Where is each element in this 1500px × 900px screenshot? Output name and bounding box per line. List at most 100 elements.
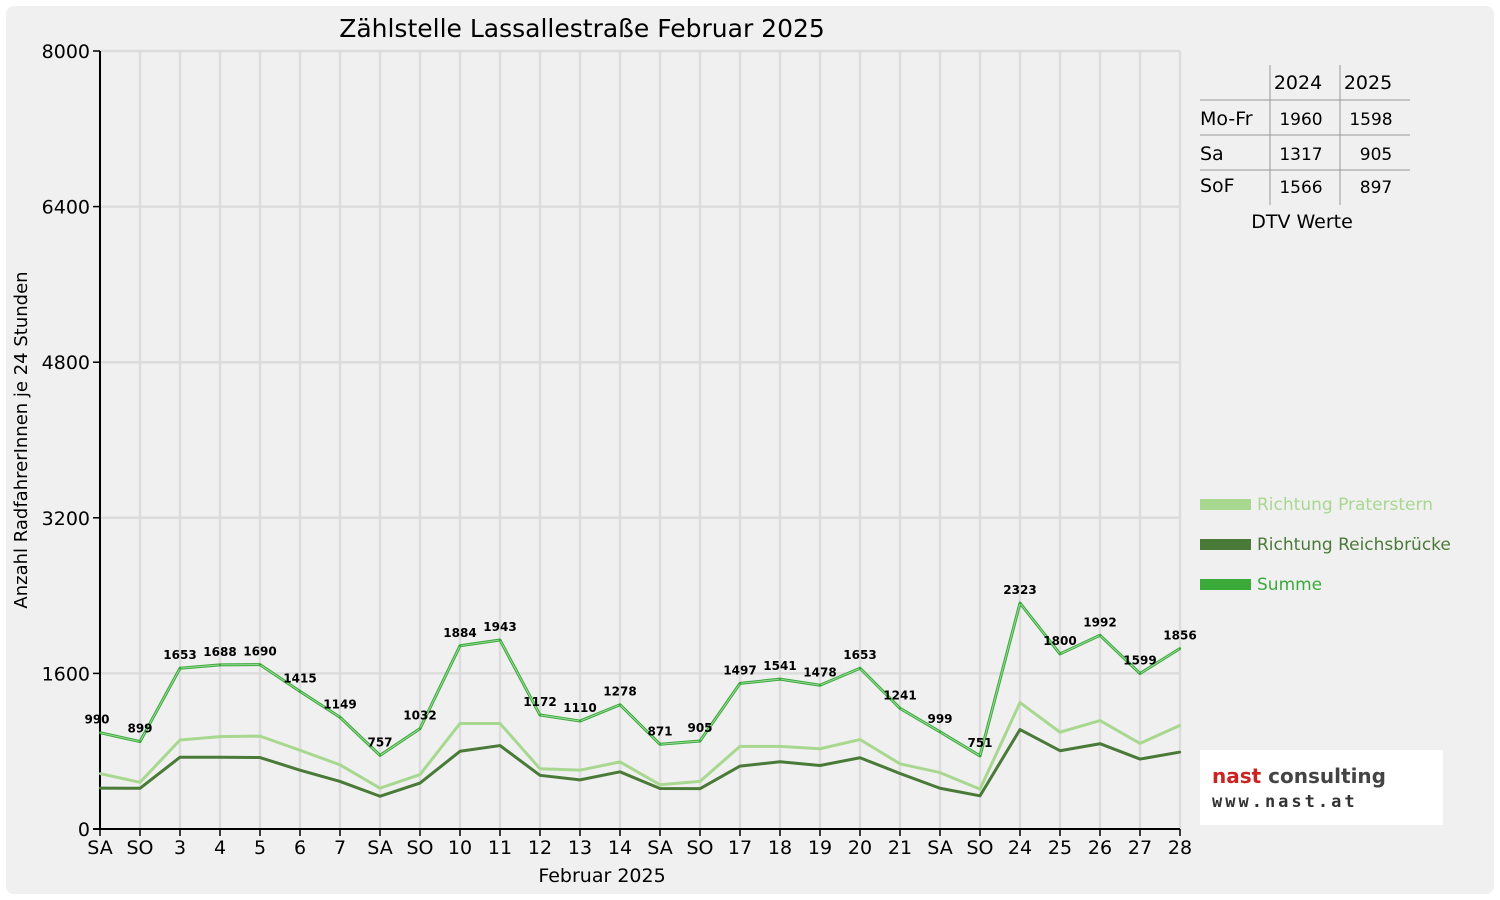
data-label: 1278 (603, 685, 636, 699)
y-tick-label: 8000 (42, 41, 90, 63)
data-label: 990 (84, 713, 109, 727)
data-label: 871 (647, 724, 672, 738)
x-axis-label: Februar 2025 (538, 865, 665, 887)
series-1 (98, 728, 1182, 798)
data-point (778, 677, 782, 681)
data-point (738, 745, 742, 748)
dtv-caption: DTV Werte (1251, 211, 1353, 233)
chart-title: Zählstelle Lassallestraße Februar 2025 (339, 14, 825, 43)
x-tick-label: SO (406, 837, 433, 859)
y-tick-label: 0 (78, 819, 90, 841)
data-point (858, 667, 862, 670)
logo-url: www.nast.at (1212, 792, 1358, 812)
axes: 0 1600 3200 4800 6400 8000 SA SO 3 4 5 6 7 SA SO 10 11 12… (42, 41, 1192, 859)
dtv-value: 1960 (1279, 110, 1322, 130)
data-point (1178, 724, 1182, 727)
x-tick-label: 26 (1088, 837, 1112, 859)
data-point (578, 719, 582, 723)
x-tick-label: 27 (1128, 837, 1152, 859)
dtv-table: 2024 2025 Mo-Fr 1960 1598 Sa 1317 905 So… (1200, 65, 1410, 233)
data-point (378, 795, 382, 798)
data-point (698, 780, 702, 783)
legend-swatch-reichsbruecke (1200, 539, 1251, 550)
dtv-value: 1317 (1279, 145, 1322, 165)
data-point (418, 773, 422, 776)
data-label: 1653 (163, 648, 196, 662)
data-point (338, 780, 342, 783)
x-tick-label: SA (927, 837, 952, 859)
data-label: 1992 (1083, 615, 1116, 629)
data-point (98, 786, 102, 790)
data-label: 2323 (1003, 583, 1036, 597)
data-point (538, 767, 542, 770)
data-point (1058, 731, 1062, 734)
data-label: 757 (367, 735, 392, 749)
data-label: 1149 (323, 697, 356, 711)
dtv-value: 905 (1360, 145, 1392, 165)
data-point (218, 663, 222, 667)
x-tick-label: 12 (528, 837, 552, 859)
data-label: 1688 (203, 645, 236, 659)
x-tick-label: 13 (568, 837, 592, 859)
data-label: 1415 (283, 671, 316, 685)
data-point (498, 722, 502, 725)
series-group (98, 601, 1182, 798)
series-line (99, 728, 1181, 798)
data-point (218, 756, 222, 759)
data-point (738, 764, 742, 768)
x-tick-label: SA (647, 837, 672, 859)
data-point (898, 707, 902, 710)
dtv-value: 897 (1360, 178, 1392, 198)
data-point (938, 787, 942, 790)
data-point (538, 713, 542, 717)
data-point (218, 735, 222, 738)
data-point (418, 727, 422, 730)
data-point (178, 667, 182, 670)
data-point (618, 760, 622, 764)
data-label: 1800 (1043, 634, 1076, 648)
data-point (938, 730, 942, 734)
data-label: 1690 (243, 645, 276, 659)
data-labels: 990 899 1653 1688 1690 1415 1149 757 1032 1884 194… (84, 583, 1196, 750)
data-label: 1241 (883, 688, 916, 702)
dtv-year-2025: 2025 (1344, 72, 1392, 94)
logo-text-b: consulting (1268, 764, 1386, 788)
x-tick-label: 14 (608, 837, 632, 859)
data-point (458, 750, 462, 753)
data-point (618, 770, 622, 774)
data-point (378, 786, 382, 790)
x-tick-label: 11 (488, 837, 512, 859)
data-point (658, 783, 662, 786)
x-tick-label: 5 (254, 837, 266, 859)
data-point (1058, 749, 1062, 752)
dtv-row-label: SoF (1200, 175, 1235, 197)
data-point (1058, 652, 1062, 656)
data-point (938, 771, 942, 774)
data-label: 751 (967, 736, 992, 750)
data-point (578, 768, 582, 772)
data-point (178, 738, 182, 742)
x-tick-label: 20 (848, 837, 872, 859)
data-point (1138, 672, 1142, 675)
x-tick-label: 18 (768, 837, 792, 859)
data-point (1178, 647, 1182, 650)
data-label: 899 (127, 722, 152, 736)
dtv-value: 1566 (1279, 178, 1322, 198)
data-point (818, 747, 822, 750)
x-tick-label: SO (686, 837, 713, 859)
data-label: 1478 (803, 665, 836, 679)
data-label: 999 (927, 712, 952, 726)
data-point (1018, 728, 1022, 731)
y-tick-label: 3200 (42, 508, 90, 530)
data-label: 1856 (1163, 629, 1196, 643)
data-point (898, 772, 902, 775)
data-label: 905 (687, 721, 712, 735)
dtv-value: 1598 (1349, 110, 1392, 130)
data-label: 1943 (483, 620, 516, 634)
data-point (298, 690, 302, 693)
legend-swatch-summe (1200, 579, 1251, 590)
series-line-highlight (99, 601, 1181, 757)
x-tick-label: 6 (294, 837, 306, 859)
x-tick-label: 21 (888, 837, 912, 859)
